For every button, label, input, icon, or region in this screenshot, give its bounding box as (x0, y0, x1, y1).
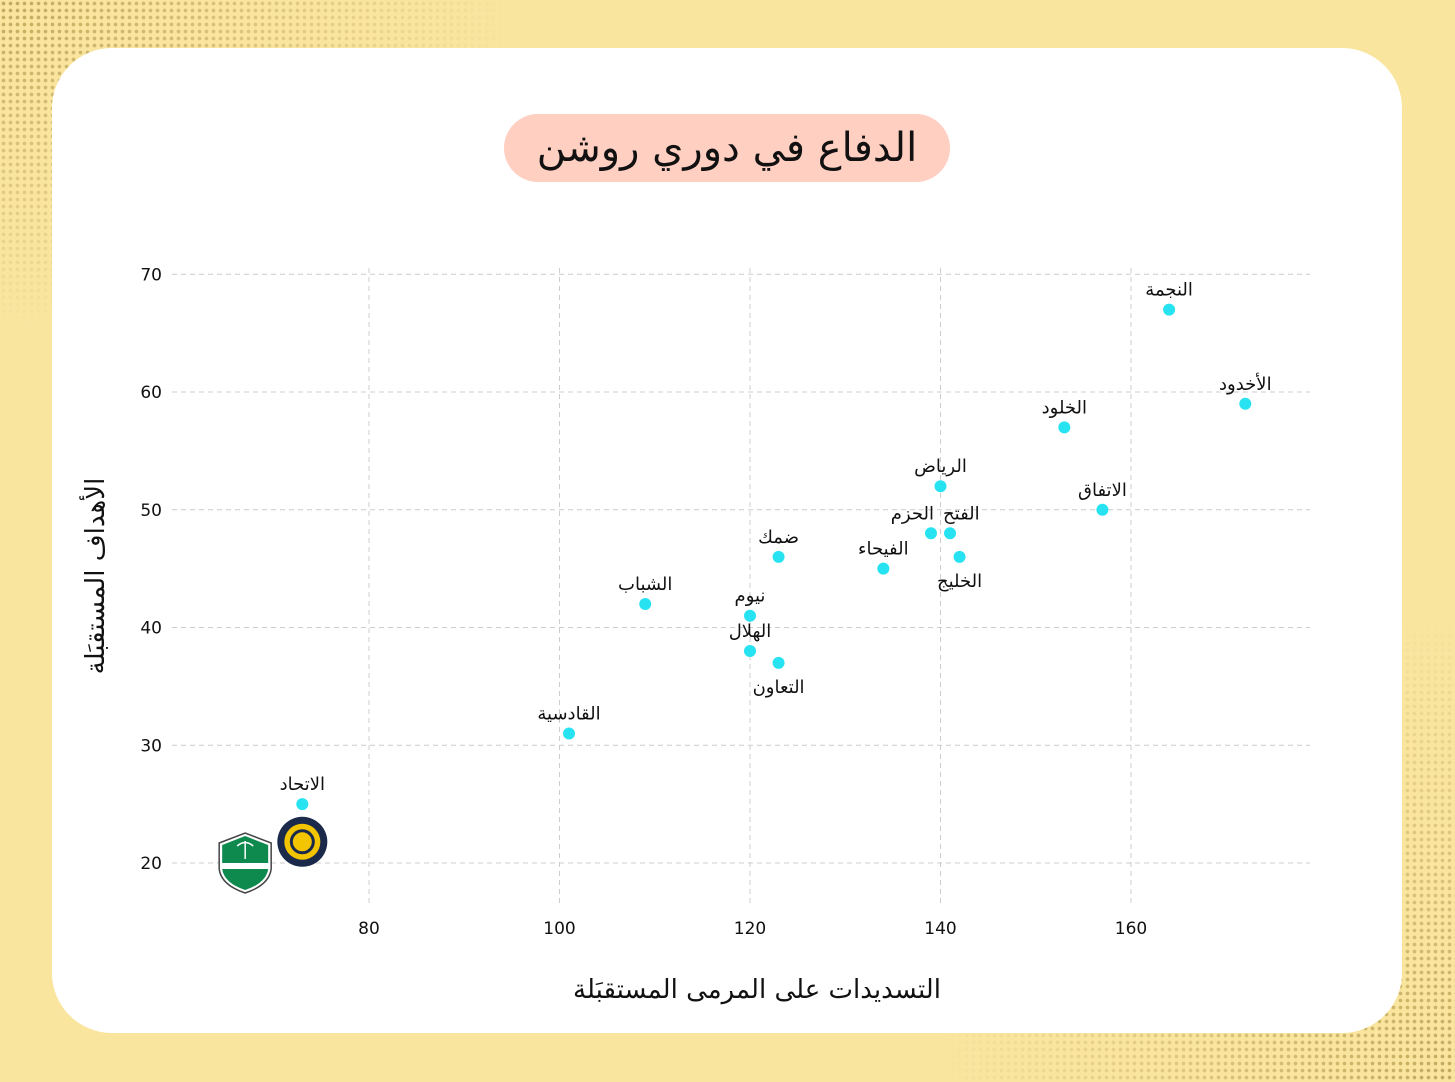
y-tick-label: 70 (140, 265, 162, 285)
point-label: الخليج (937, 571, 982, 592)
al-ettifaq-style-shield-logo (218, 832, 272, 894)
chart-title: الدفاع في دوري روشن (504, 114, 950, 182)
point-label: الشباب (618, 574, 672, 595)
point-label: ضمك (758, 527, 799, 548)
point-label: القادسية (537, 703, 600, 724)
x-tick-label: 80 (358, 919, 380, 939)
data-point (639, 597, 652, 610)
al-nassr-logo (277, 816, 328, 867)
data-point (563, 727, 576, 740)
data-point (877, 562, 890, 575)
y-tick-label: 30 (140, 736, 162, 756)
x-tick-label: 100 (543, 919, 575, 939)
data-point (772, 656, 785, 669)
y-tick-label: 20 (140, 854, 162, 874)
data-point (1239, 397, 1252, 410)
point-label: الاتحاد (280, 774, 325, 795)
y-tick-label: 60 (140, 383, 162, 403)
y-axis-label: الأهداف المستقبَلة (78, 478, 111, 675)
data-points (296, 303, 1252, 811)
point-label: الفتح (943, 503, 980, 524)
point-label: النجمة (1145, 280, 1193, 301)
data-point (744, 609, 756, 622)
point-label: الخلود (1042, 397, 1087, 418)
point-label: نيوم (735, 586, 766, 607)
point-labels: النجمة الأخدود الخلود الرياض الاتفاق الحزم الف… (280, 280, 1272, 796)
tick-labels: 80 100 120 140 160 20 30 40 50 60 70 (140, 265, 1147, 939)
chart-card (52, 48, 1402, 1033)
data-point (744, 645, 756, 658)
point-label: التعاون (753, 677, 805, 698)
data-point (296, 798, 309, 811)
point-label: الأخدود (1219, 373, 1272, 395)
data-point (934, 480, 947, 493)
data-point (1163, 303, 1176, 316)
point-label: الحزم (891, 503, 934, 524)
grid-lines (172, 268, 1310, 905)
x-axis-label: التسديدات على المرمى المستقبَلة (573, 975, 941, 1005)
x-tick-label: 160 (1115, 919, 1147, 939)
x-tick-label: 140 (924, 919, 956, 939)
data-point (944, 527, 957, 540)
data-point (953, 550, 966, 563)
chart-title-text: الدفاع في دوري روشن (536, 125, 918, 171)
x-tick-label: 120 (734, 919, 766, 939)
point-label: الفيحاء (858, 539, 909, 560)
point-label: الرياض (914, 456, 967, 477)
data-point (924, 527, 937, 540)
point-label: الاتفاق (1078, 480, 1127, 501)
y-tick-label: 40 (140, 619, 162, 639)
point-label: الهلال (729, 621, 772, 642)
data-point (1058, 421, 1071, 434)
data-point (1096, 503, 1109, 516)
y-tick-label: 50 (140, 501, 162, 521)
team-logos (218, 816, 328, 894)
data-point (772, 550, 785, 563)
